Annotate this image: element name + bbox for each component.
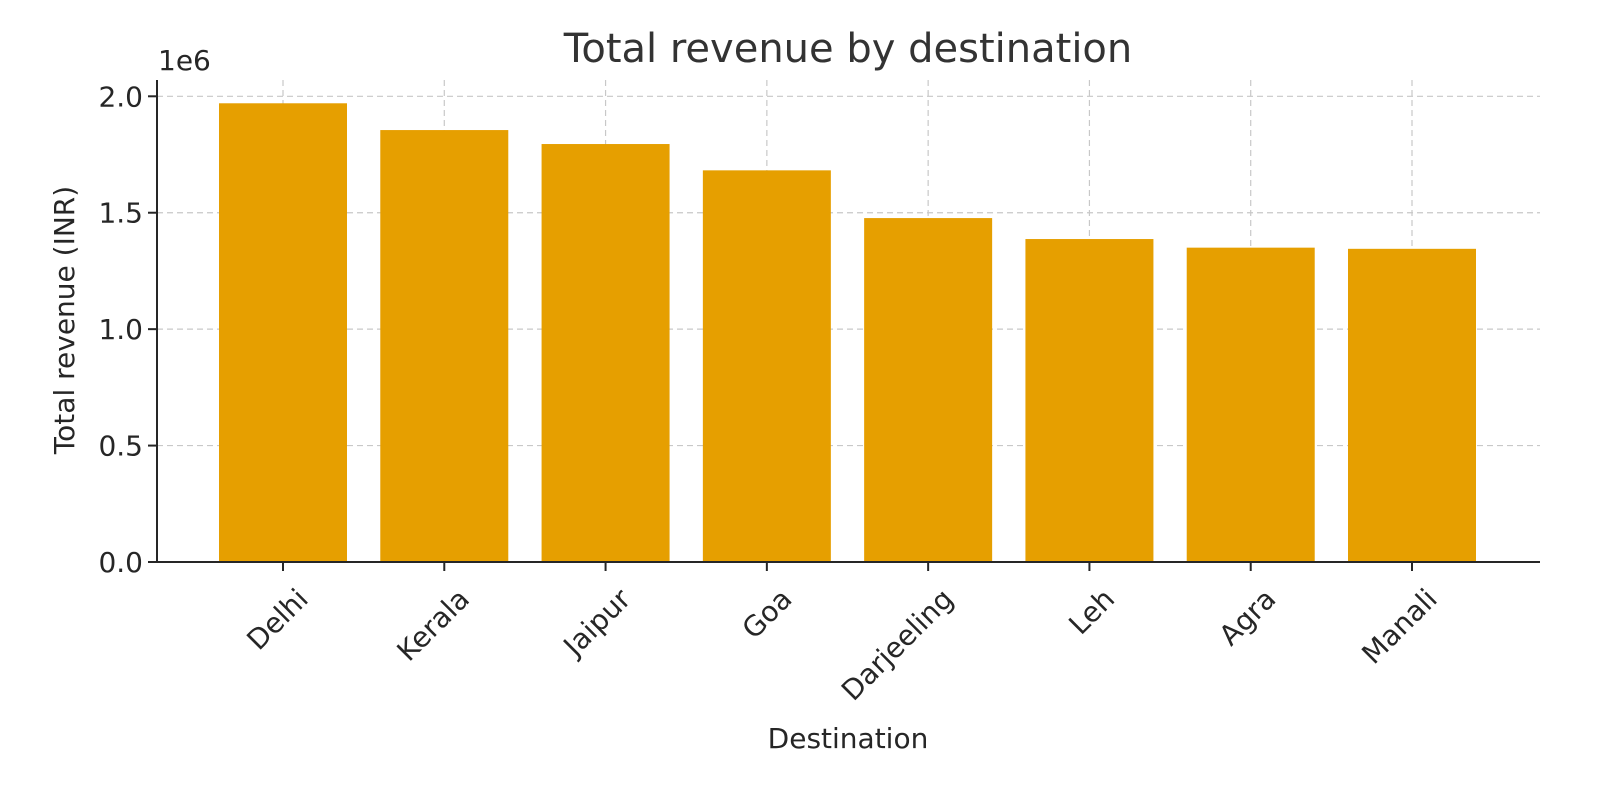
x-axis-title: Destination <box>768 722 929 755</box>
x-tick-label-manali: Manali <box>1355 582 1443 670</box>
x-tick-label-delhi: Delhi <box>240 582 314 656</box>
y-tick-label-1: 0.5 <box>98 430 143 463</box>
x-tick-label-goa: Goa <box>736 582 799 645</box>
chart-title: Total revenue by destination <box>563 26 1133 72</box>
x-tick-label-darjeeling: Darjeeling <box>835 582 960 707</box>
bar-agra <box>1186 247 1315 563</box>
bar-goa <box>702 170 831 562</box>
y-axis-title: Total revenue (INR) <box>48 186 81 455</box>
x-tick-label-kerala: Kerala <box>391 582 476 667</box>
x-tick-label-leh: Leh <box>1062 582 1121 641</box>
y-tick-label-3: 1.5 <box>98 197 143 230</box>
bar-kerala <box>380 130 509 562</box>
x-tick-label-agra: Agra <box>1213 582 1283 652</box>
bar-darjeeling <box>864 218 993 562</box>
y-tick-label-0: 0.0 <box>98 546 143 579</box>
bar-leh <box>1025 239 1154 562</box>
y-tick-label-2: 1.0 <box>98 313 143 346</box>
y-scale-label: 1e6 <box>158 44 211 77</box>
x-tick-label-jaipur: Jaipur <box>556 582 638 664</box>
grid-lines <box>157 80 1540 563</box>
y-tick-label-4: 2.0 <box>98 80 143 113</box>
bar-manali <box>1348 248 1476 563</box>
bar-jaipur <box>541 144 670 562</box>
bars <box>219 103 1476 563</box>
bar-delhi <box>219 103 347 562</box>
